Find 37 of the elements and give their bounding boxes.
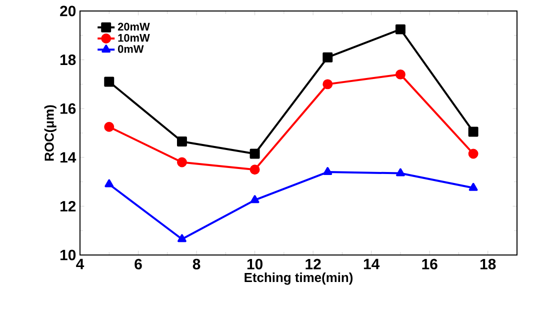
x-tick-label: 18 xyxy=(480,258,496,270)
x-tick-label: 8 xyxy=(192,258,200,270)
point xyxy=(250,164,260,175)
y-tick-label: 16 xyxy=(60,103,76,114)
point xyxy=(395,69,406,80)
y-tick-label: 20 xyxy=(60,6,76,16)
x-tick-label: 12 xyxy=(306,258,321,270)
point xyxy=(104,179,114,188)
point xyxy=(104,122,114,132)
point xyxy=(176,136,187,147)
y-axis-title: ROC(μm) xyxy=(44,105,56,161)
point xyxy=(468,148,478,159)
x-tick-label: 6 xyxy=(134,258,142,270)
x-tick-label: 4 xyxy=(76,258,84,270)
legend-label: 0mW xyxy=(118,45,144,53)
point xyxy=(396,168,405,176)
x-axis-title: Etching time(min) xyxy=(244,272,353,285)
y-tick-label: 14 xyxy=(60,152,76,163)
point xyxy=(322,52,333,62)
legend-label: 20mW xyxy=(118,22,150,31)
point xyxy=(250,195,260,204)
x-tick-label: 14 xyxy=(364,258,380,270)
legend-label: 10mW xyxy=(118,34,150,42)
point xyxy=(468,126,478,137)
point xyxy=(468,182,478,191)
point xyxy=(176,157,187,168)
point xyxy=(322,79,333,90)
y-tick-label: 10 xyxy=(60,250,76,260)
point xyxy=(323,167,332,176)
point xyxy=(104,76,114,87)
x-tick-label: 10 xyxy=(247,258,262,270)
y-tick-label: 18 xyxy=(60,54,76,66)
y-tick-label: 12 xyxy=(60,200,76,212)
point xyxy=(178,234,186,242)
point xyxy=(395,24,406,34)
point xyxy=(250,148,260,159)
x-tick-label: 16 xyxy=(422,258,438,270)
